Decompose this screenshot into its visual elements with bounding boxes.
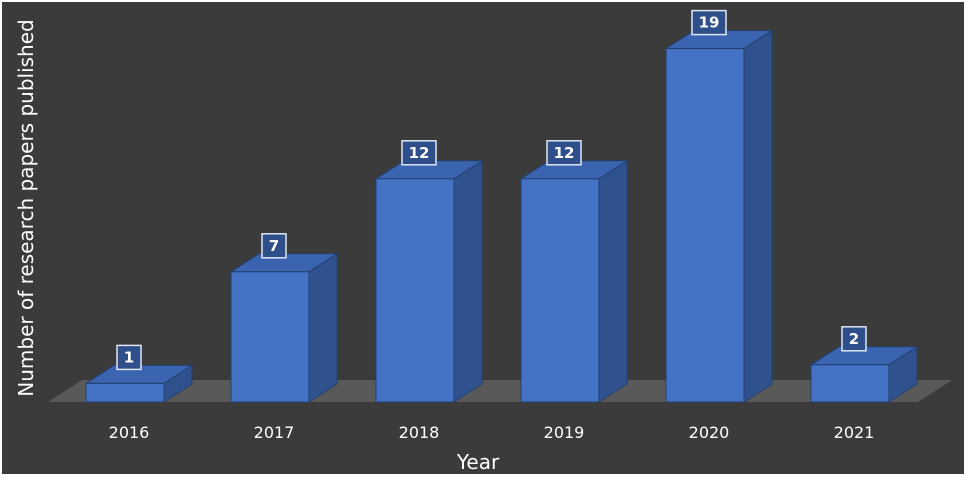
x-axis-title: Year bbox=[456, 450, 500, 474]
bars-layer bbox=[84, 29, 919, 403]
x-tick-label-2019: 2019 bbox=[544, 423, 585, 442]
data-label-box-2019 bbox=[546, 140, 582, 166]
data-label-box-2018 bbox=[401, 140, 437, 166]
y-axis-title: Number of research papers published bbox=[14, 19, 38, 396]
bar-front-2020 bbox=[665, 48, 745, 403]
bar-2021 bbox=[809, 345, 919, 403]
data-label-2020: 19 bbox=[691, 9, 727, 36]
x-tick-label-2020: 2020 bbox=[689, 423, 730, 442]
data-labels-layer: 1 7 12 12 19 2 bbox=[116, 9, 867, 371]
data-label-2021: 2 bbox=[841, 326, 867, 352]
chart-background bbox=[2, 2, 964, 474]
bar-2016 bbox=[84, 364, 194, 403]
data-label-text-2016: 1 bbox=[124, 348, 134, 366]
data-label-box-2016 bbox=[116, 344, 142, 371]
data-label-2018: 12 bbox=[401, 140, 437, 166]
data-label-2016: 1 bbox=[116, 344, 142, 371]
bar-front-2017 bbox=[230, 271, 310, 403]
bar-side-2019 bbox=[598, 159, 628, 403]
data-label-text-2020: 19 bbox=[699, 14, 720, 32]
bar-front-2021 bbox=[810, 364, 890, 403]
data-label-box-2017 bbox=[261, 233, 287, 259]
bar-2019 bbox=[519, 159, 629, 403]
data-label-2019: 12 bbox=[546, 140, 582, 166]
data-label-2017: 7 bbox=[261, 233, 287, 259]
bar-2020 bbox=[664, 29, 774, 403]
bar-front-2016 bbox=[85, 382, 165, 403]
x-tick-label-2017: 2017 bbox=[254, 423, 295, 442]
bar-side-2017 bbox=[308, 252, 338, 403]
bar-2018 bbox=[374, 159, 484, 403]
x-tick-label-2018: 2018 bbox=[399, 423, 440, 442]
x-tick-labels-layer: 2016 2017 2018 2019 2020 2021 bbox=[109, 423, 875, 442]
data-label-text-2018: 12 bbox=[409, 144, 430, 162]
bar-front-2018 bbox=[375, 178, 455, 403]
bar-front-2019 bbox=[520, 178, 600, 403]
data-label-box-2020 bbox=[691, 9, 727, 36]
data-label-text-2021: 2 bbox=[849, 330, 859, 348]
x-tick-label-2021: 2021 bbox=[834, 423, 875, 442]
bar-side-2018 bbox=[453, 159, 483, 403]
data-label-box-2021 bbox=[841, 326, 867, 352]
bar-2017 bbox=[229, 252, 339, 403]
bar-side-2020 bbox=[743, 29, 773, 403]
data-label-text-2017: 7 bbox=[269, 237, 279, 255]
x-tick-label-2016: 2016 bbox=[109, 423, 150, 442]
data-label-text-2019: 12 bbox=[554, 144, 575, 162]
